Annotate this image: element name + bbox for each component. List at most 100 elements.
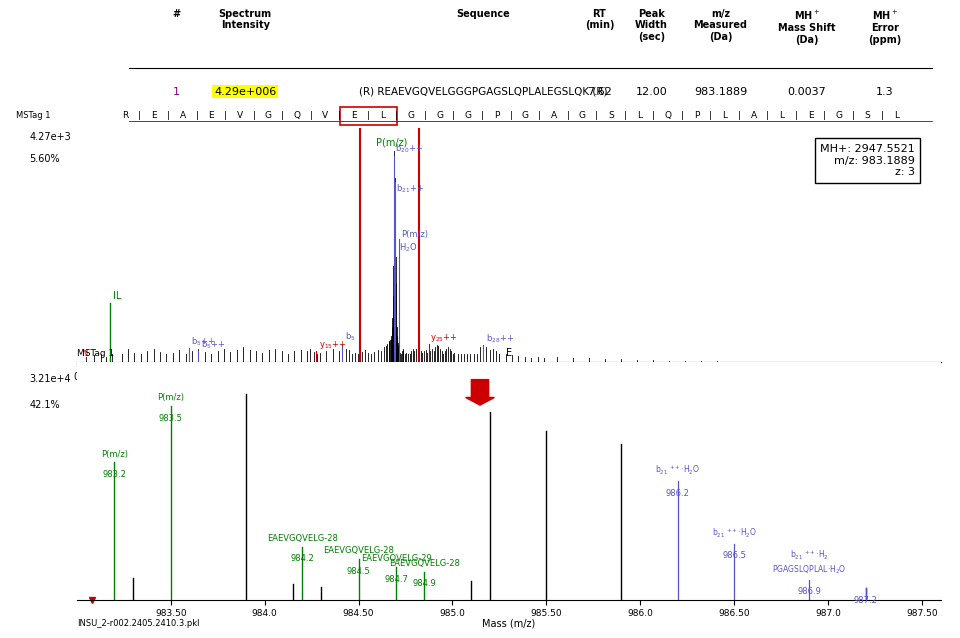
Text: 983.5: 983.5 — [158, 413, 182, 422]
Text: L: L — [636, 111, 642, 120]
Text: MH+: 2947.5521
m/z: 983.1889
z: 3: MH+: 2947.5521 m/z: 983.1889 z: 3 — [820, 144, 915, 177]
Text: 986.9: 986.9 — [798, 587, 821, 597]
Text: V: V — [237, 111, 243, 120]
Text: S: S — [608, 111, 613, 120]
Text: H$_2$O: H$_2$O — [399, 242, 418, 255]
Text: 3.21e+4: 3.21e+4 — [29, 375, 71, 384]
Text: MSTag 1: MSTag 1 — [77, 348, 114, 358]
Text: |: | — [424, 111, 427, 120]
Text: 4.27e+3: 4.27e+3 — [29, 132, 71, 142]
Text: 984.9: 984.9 — [413, 579, 436, 588]
Text: |: | — [738, 111, 741, 120]
Text: (R) REAEVGQVELGGGPGAGSLQPLALEGSLQK (R): (R) REAEVGQVELGGGPGAGSLQPLALEGSLQK (R) — [359, 87, 607, 97]
Text: |: | — [880, 111, 883, 120]
Text: E: E — [351, 111, 357, 120]
Text: |: | — [396, 111, 398, 120]
Text: A: A — [751, 111, 756, 120]
Text: 1.3: 1.3 — [876, 87, 894, 97]
Text: |: | — [338, 111, 341, 120]
Text: 12.00: 12.00 — [636, 87, 667, 97]
Text: S: S — [865, 111, 871, 120]
Text: L: L — [723, 111, 728, 120]
Text: G: G — [836, 111, 843, 120]
Text: G: G — [579, 111, 586, 120]
Text: EAEVGQVELG-28: EAEVGQVELG-28 — [324, 546, 394, 555]
Text: 0.0037: 0.0037 — [787, 87, 827, 97]
Text: |: | — [538, 111, 540, 120]
Text: 42.1%: 42.1% — [29, 401, 60, 410]
Text: Peak
Width
(sec): Peak Width (sec) — [635, 9, 668, 42]
Text: Mass (m/z): Mass (m/z) — [482, 372, 536, 382]
Text: |: | — [595, 111, 598, 120]
Text: E: E — [506, 348, 512, 358]
Text: b$_5$: b$_5$ — [345, 331, 355, 343]
Text: P(m/z): P(m/z) — [400, 230, 427, 239]
Text: |: | — [824, 111, 827, 120]
Text: G: G — [408, 111, 415, 120]
Text: 987.2: 987.2 — [853, 596, 877, 605]
Text: P: P — [494, 111, 499, 120]
Text: |: | — [566, 111, 569, 120]
Text: |: | — [452, 111, 455, 120]
Text: m/z
Measured
(Da): m/z Measured (Da) — [693, 9, 748, 42]
Text: 7.62: 7.62 — [588, 87, 612, 97]
Text: R: R — [123, 111, 129, 120]
Text: |: | — [367, 111, 370, 120]
Text: 984.2: 984.2 — [290, 554, 314, 563]
Text: |: | — [852, 111, 855, 120]
Text: 986.5: 986.5 — [722, 551, 746, 560]
Text: Q: Q — [294, 111, 300, 120]
Text: #: # — [172, 9, 180, 19]
Text: b$_{21}$++: b$_{21}$++ — [396, 183, 424, 195]
Text: Mass (m/z): Mass (m/z) — [482, 619, 536, 628]
Text: L: L — [780, 111, 784, 120]
Text: y$_{15}$++: y$_{15}$++ — [319, 339, 347, 351]
Text: V: V — [323, 111, 328, 120]
Text: E: E — [208, 111, 214, 120]
Text: 983.1889: 983.1889 — [694, 87, 747, 97]
Text: IL: IL — [113, 292, 121, 301]
Text: b$_5$++: b$_5$++ — [191, 336, 216, 348]
Text: Sequence: Sequence — [456, 9, 510, 19]
Text: Spectrum
Intensity: Spectrum Intensity — [219, 9, 272, 31]
Text: G: G — [465, 111, 471, 120]
Text: b$_{21}$ $^{++}$·H$_2$
PGAGSLQPLAL·H$_2$O: b$_{21}$ $^{++}$·H$_2$ PGAGSLQPLAL·H$_2$… — [772, 549, 847, 576]
Text: EAEVGQVELG-29: EAEVGQVELG-29 — [361, 554, 431, 563]
Text: INSU_2-r002.2405.2410.3.pkl: INSU_2-r002.2405.2410.3.pkl — [77, 619, 200, 628]
Text: |: | — [681, 111, 684, 120]
Text: b$_5$++: b$_5$++ — [201, 338, 226, 351]
Text: |: | — [252, 111, 255, 120]
Text: G: G — [436, 111, 444, 120]
Text: |: | — [481, 111, 484, 120]
Text: |: | — [766, 111, 769, 120]
Text: INSU_2-r002.2405.2410.3.pkl: INSU_2-r002.2405.2410.3.pkl — [77, 372, 200, 381]
Text: |: | — [795, 111, 798, 120]
Text: Q: Q — [664, 111, 671, 120]
Text: L: L — [894, 111, 899, 120]
Text: 983.2: 983.2 — [103, 470, 127, 478]
Text: |: | — [510, 111, 513, 120]
Text: MSTag 1: MSTag 1 — [16, 111, 51, 120]
Text: |: | — [281, 111, 284, 120]
Text: b$_{21}$ $^{++}$·H$_2$O: b$_{21}$ $^{++}$·H$_2$O — [711, 526, 756, 540]
Text: P(m/z): P(m/z) — [101, 450, 128, 459]
Text: MH$^+$
Error
(ppm): MH$^+$ Error (ppm) — [868, 9, 901, 45]
Text: b$_{21}$ $^{++}$·H$_2$O: b$_{21}$ $^{++}$·H$_2$O — [656, 464, 701, 477]
Text: P: P — [694, 111, 699, 120]
Text: A: A — [551, 111, 557, 120]
Text: P(m/z): P(m/z) — [157, 394, 184, 403]
Text: EAEVGQVELG-28: EAEVGQVELG-28 — [389, 559, 460, 568]
Text: E: E — [808, 111, 813, 120]
Text: EAEVGQVELG-28: EAEVGQVELG-28 — [267, 534, 338, 543]
Text: 4.29e+006: 4.29e+006 — [214, 87, 276, 97]
Text: E: E — [152, 111, 157, 120]
Text: b$_{28}$++: b$_{28}$++ — [486, 333, 514, 345]
Text: |: | — [138, 111, 141, 120]
Text: y$_{25}$++: y$_{25}$++ — [430, 332, 458, 344]
Text: b$_{20}$++: b$_{20}$++ — [395, 143, 422, 156]
Text: |: | — [310, 111, 313, 120]
Text: |: | — [196, 111, 199, 120]
Text: |: | — [652, 111, 655, 120]
Text: A: A — [180, 111, 186, 120]
Text: MH$^+$
Mass Shift
(Da): MH$^+$ Mass Shift (Da) — [779, 9, 835, 45]
